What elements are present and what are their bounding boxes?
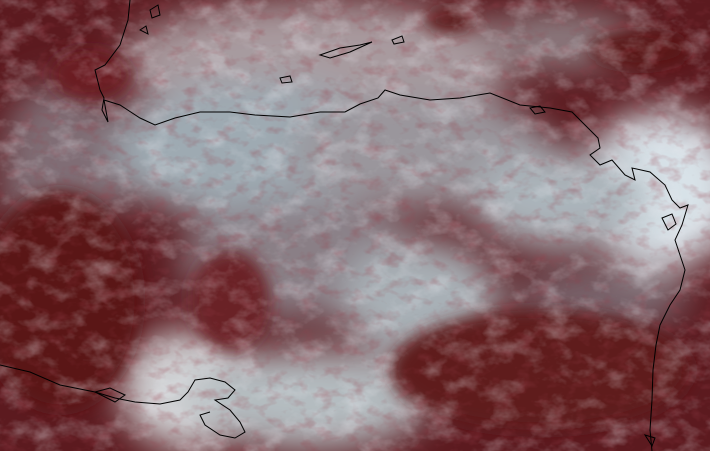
island [318,41,373,59]
island [93,387,126,403]
coastline-south [0,364,246,439]
island [279,75,293,84]
island [643,434,656,448]
island [529,105,546,115]
island [391,35,405,45]
island [661,213,677,231]
coastlines [0,0,689,451]
island [139,4,161,35]
